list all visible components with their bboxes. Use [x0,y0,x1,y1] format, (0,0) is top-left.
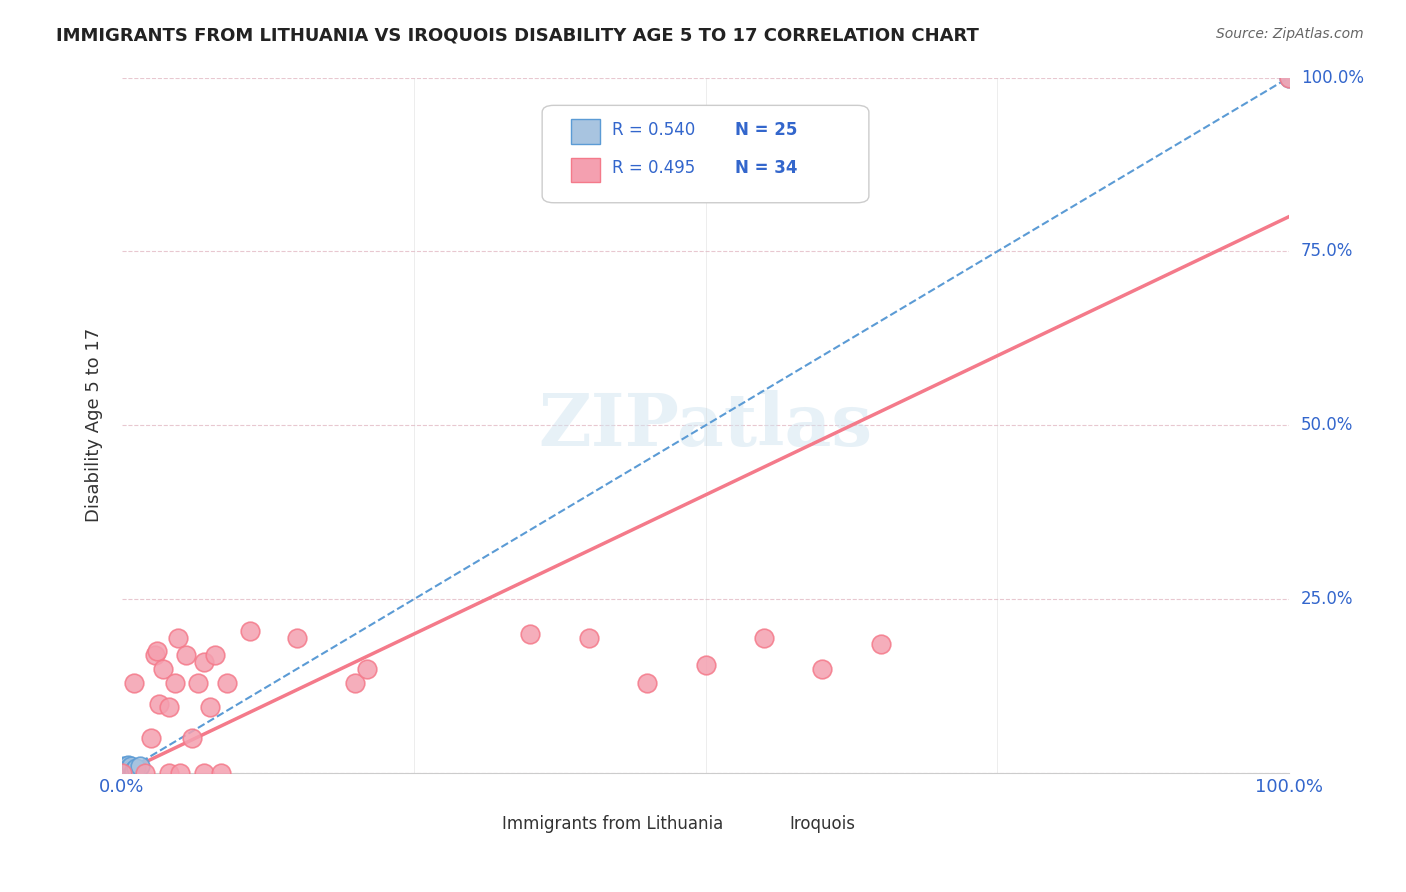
Point [239,624,262,638]
FancyBboxPatch shape [543,105,869,202]
Point [163,675,186,690]
Point [115,763,138,777]
Text: 75.0%: 75.0% [1301,243,1353,260]
Point [111,766,134,780]
Point [209,766,232,780]
Point [122,675,145,690]
Point [121,766,143,780]
Point [152,662,174,676]
Point [169,766,191,780]
Point [356,662,378,676]
Point [112,766,135,780]
Point [146,644,169,658]
Point [114,764,136,778]
Text: Source: ZipAtlas.com: Source: ZipAtlas.com [1216,27,1364,41]
Point [285,631,308,645]
Point [112,763,135,777]
Point [752,631,775,645]
Point [120,766,142,780]
Text: R = 0.540: R = 0.540 [612,120,696,138]
Point [134,766,156,780]
Point [1278,70,1301,85]
Point [114,766,136,780]
Point [143,648,166,662]
Point [141,731,163,746]
Point [117,766,139,780]
Point [181,731,204,746]
Point [167,631,190,645]
Point [112,763,135,777]
Point [114,761,136,775]
Point [519,627,541,641]
Point [174,648,197,662]
Point [122,763,145,777]
Point [111,766,134,780]
Point [636,675,658,690]
Point [157,700,180,714]
Point [695,658,717,673]
Point [193,655,215,669]
Text: N = 34: N = 34 [735,159,797,177]
Point [578,631,600,645]
Point [112,759,135,773]
Text: IMMIGRANTS FROM LITHUANIA VS IROQUOIS DISABILITY AGE 5 TO 17 CORRELATION CHART: IMMIGRANTS FROM LITHUANIA VS IROQUOIS DI… [56,27,979,45]
Point [115,766,138,780]
FancyBboxPatch shape [747,805,776,825]
Text: Iroquois: Iroquois [789,815,855,833]
Point [869,638,891,652]
FancyBboxPatch shape [571,120,600,144]
Point [187,675,209,690]
Point [117,763,139,777]
Point [217,675,239,690]
Point [811,662,834,676]
Point [118,761,141,775]
Point [118,764,141,778]
Point [157,766,180,780]
Point [148,697,170,711]
Text: ZIPatlas: ZIPatlas [538,390,873,461]
Point [198,700,221,714]
Text: 50.0%: 50.0% [1301,417,1353,434]
Point [344,675,367,690]
Point [120,763,142,777]
Point [193,766,215,780]
Y-axis label: Disability Age 5 to 17: Disability Age 5 to 17 [86,328,103,523]
Text: R = 0.495: R = 0.495 [612,159,696,177]
Text: 100.0%: 100.0% [1301,69,1364,87]
Point [128,759,150,773]
Text: Immigrants from Lithuania: Immigrants from Lithuania [502,815,723,833]
FancyBboxPatch shape [571,158,600,182]
Point [125,761,148,775]
Point [204,648,226,662]
Point [120,759,142,773]
Point [117,757,139,772]
Text: N = 25: N = 25 [735,120,797,138]
FancyBboxPatch shape [536,805,565,825]
Text: 25.0%: 25.0% [1301,591,1353,608]
Point [1278,70,1301,85]
Point [115,759,138,773]
Point [112,766,135,780]
